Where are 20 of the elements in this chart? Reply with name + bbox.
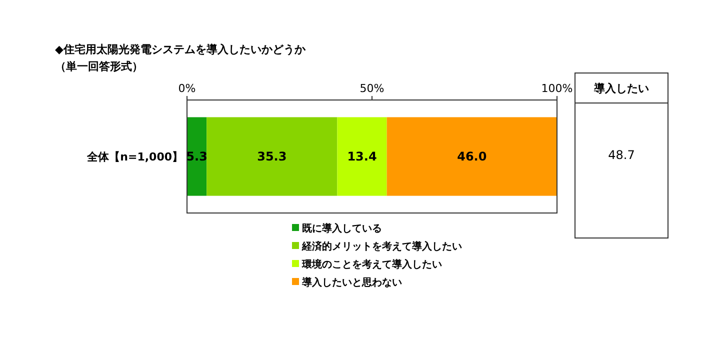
legend-label: 既に導入している (302, 222, 382, 234)
legend-label: 環境のことを考えて導入したい (301, 258, 442, 270)
data-label: 5.3 (186, 150, 208, 164)
bar (187, 117, 207, 196)
x-tick-label: 50% (360, 82, 384, 95)
x-tick-label: 100% (541, 82, 573, 95)
text: 48.7 (608, 148, 635, 162)
text: 導入したい (593, 82, 649, 95)
y-tick-label: 全体【n=1,000】 (86, 150, 183, 164)
text: （単一回答形式） (55, 60, 143, 73)
chart-title: ◆住宅用太陽光発電システムを導入したいかどうか (55, 43, 306, 56)
legend-label: 導入したいと思わない (301, 276, 402, 288)
data-label: 13.4 (347, 150, 377, 164)
data-label: 35.3 (257, 150, 287, 164)
legend-label: 経済的メリットを考えて導入したい (301, 240, 462, 252)
x-tick-label: 0% (178, 82, 196, 95)
data-label: 46.0 (457, 150, 487, 164)
bar (206, 117, 338, 196)
bar (386, 117, 557, 196)
bar (337, 117, 387, 196)
